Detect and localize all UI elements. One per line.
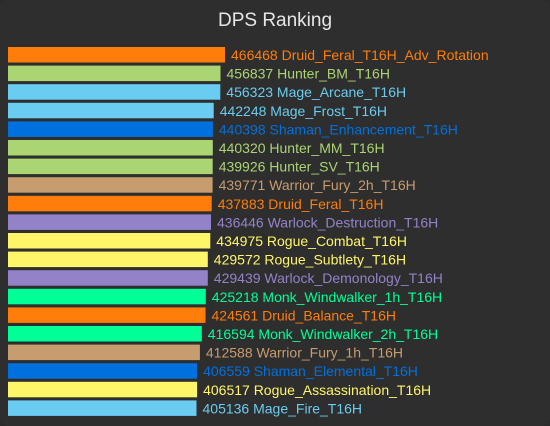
bar-label-Monk_Windwalker_1h_T16H: 425218 Monk_Windwalker_1h_T16H bbox=[212, 289, 442, 305]
bar-label-Rogue_Assassination_T16H: 406517 Rogue_Assassination_T16H bbox=[203, 382, 431, 398]
bar-Mage_Fire_T16H bbox=[8, 400, 197, 416]
bar-Hunter_SV_T16H bbox=[8, 158, 213, 175]
bar-Druid_Balance_T16H bbox=[8, 307, 206, 323]
bar-Warrior_Fury_1h_T16H bbox=[8, 344, 200, 361]
bar-Rogue_Subtlety_T16H bbox=[8, 251, 208, 268]
chart-title: DPS Ranking bbox=[217, 10, 333, 31]
bar-label-Warrior_Fury_2h_T16H: 439771 Warrior_Fury_2h_T16H bbox=[219, 177, 416, 193]
bar-label-Mage_Arcane_T16H: 456323 Mage_Arcane_T16H bbox=[226, 84, 406, 100]
bar-label-Shaman_Enhancement_T16H: 440398 Shaman_Enhancement_T16H bbox=[219, 121, 458, 137]
bar-Rogue_Assassination_T16H bbox=[8, 381, 198, 398]
bar-Mage_Arcane_T16H bbox=[8, 84, 221, 100]
bar-label-Hunter_BM_T16H: 456837 Hunter_BM_T16H bbox=[227, 66, 390, 82]
bar-Warlock_Demonology_T16H bbox=[8, 270, 208, 286]
bar-Monk_Windwalker_1h_T16H bbox=[8, 288, 206, 305]
bar-label-Hunter_SV_T16H: 439926 Hunter_SV_T16H bbox=[219, 159, 380, 175]
bar-Shaman_Elemental_T16H bbox=[8, 363, 198, 379]
bar-label-Mage_Fire_T16H: 405136 Mage_Fire_T16H bbox=[203, 400, 363, 416]
bar-Warrior_Fury_2h_T16H bbox=[8, 177, 213, 193]
bar-Shaman_Enhancement_T16H bbox=[8, 121, 213, 137]
bar-Rogue_Combat_T16H bbox=[8, 233, 211, 249]
bar-label-Druid_Feral_T16H: 437883 Druid_Feral_T16H bbox=[218, 196, 384, 212]
bar-label-Hunter_MM_T16H: 440320 Hunter_MM_T16H bbox=[219, 140, 385, 156]
bar-label-Warlock_Destruction_T16H: 436446 Warlock_Destruction_T16H bbox=[217, 214, 438, 230]
bar-label-Monk_Windwalker_2h_T16H: 416594 Monk_Windwalker_2h_T16H bbox=[208, 326, 438, 342]
bar-label-Rogue_Subtlety_T16H: 429572 Rogue_Subtlety_T16H bbox=[214, 252, 406, 268]
bar-Druid_Feral_T16H bbox=[8, 195, 212, 212]
bar-label-Druid_Balance_T16H: 424561 Druid_Balance_T16H bbox=[212, 307, 396, 323]
bar-label-Mage_Frost_T16H: 442248 Mage_Frost_T16H bbox=[220, 103, 387, 119]
bar-label-Warrior_Fury_1h_T16H: 412588 Warrior_Fury_1h_T16H bbox=[206, 345, 403, 361]
bar-Monk_Windwalker_2h_T16H bbox=[8, 326, 202, 342]
bar-Warlock_Destruction_T16H bbox=[8, 214, 211, 230]
bar-label-Rogue_Combat_T16H: 434975 Rogue_Combat_T16H bbox=[216, 233, 407, 249]
bar-Hunter_MM_T16H bbox=[8, 140, 213, 156]
bar-Hunter_BM_T16H bbox=[8, 65, 221, 82]
bar-Druid_Feral_T16H_Adv_Rotation bbox=[8, 47, 225, 63]
bar-Mage_Frost_T16H bbox=[8, 102, 214, 119]
bar-label-Warlock_Demonology_T16H: 429439 Warlock_Demonology_T16H bbox=[214, 270, 443, 286]
bar-label-Shaman_Elemental_T16H: 406559 Shaman_Elemental_T16H bbox=[203, 363, 418, 379]
bar-label-Druid_Feral_T16H_Adv_Rotation: 466468 Druid_Feral_T16H_Adv_Rotation bbox=[231, 47, 489, 63]
